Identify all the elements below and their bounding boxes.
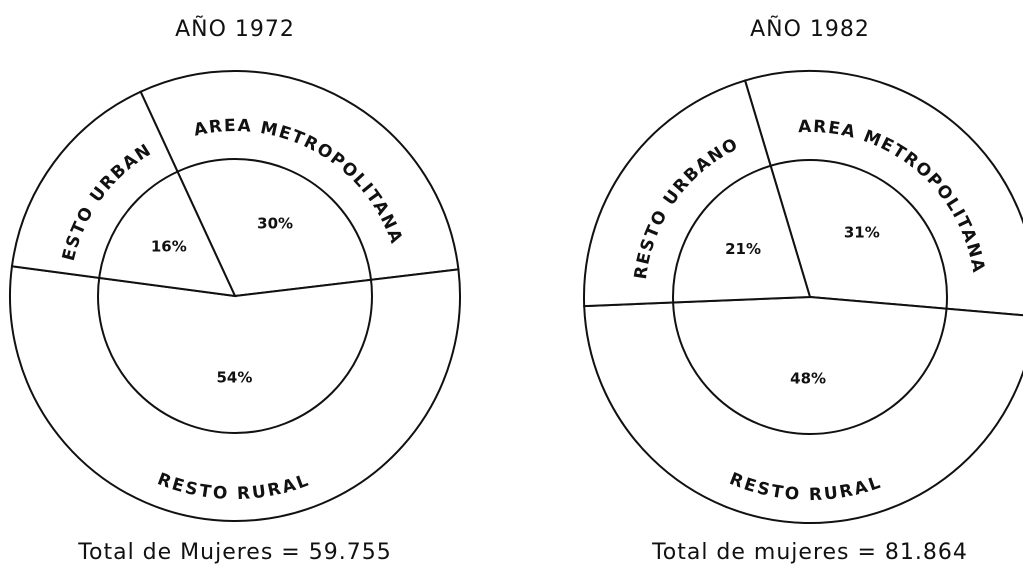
inner-circle — [672, 159, 948, 435]
inner-circle — [97, 158, 373, 434]
chart-title: AÑO 1972 — [175, 15, 295, 42]
pie-slice — [10, 90, 237, 298]
caption: Total de mujeres = 81.864 — [651, 540, 968, 565]
pie-slice — [9, 265, 461, 522]
value-label: 30% — [257, 215, 293, 233]
pie-slice — [583, 79, 812, 308]
value-label: 16% — [151, 238, 187, 256]
pie-slice — [583, 295, 1023, 524]
value-label: 31% — [844, 224, 880, 242]
caption: Total de Mujeres = 59.755 — [77, 540, 391, 565]
value-label: 21% — [725, 240, 761, 258]
chart-title: AÑO 1982 — [750, 15, 870, 42]
pie-slice — [743, 70, 1023, 317]
value-label: 54% — [216, 369, 252, 387]
value-label: 48% — [790, 370, 826, 388]
pie-slice — [139, 70, 460, 298]
